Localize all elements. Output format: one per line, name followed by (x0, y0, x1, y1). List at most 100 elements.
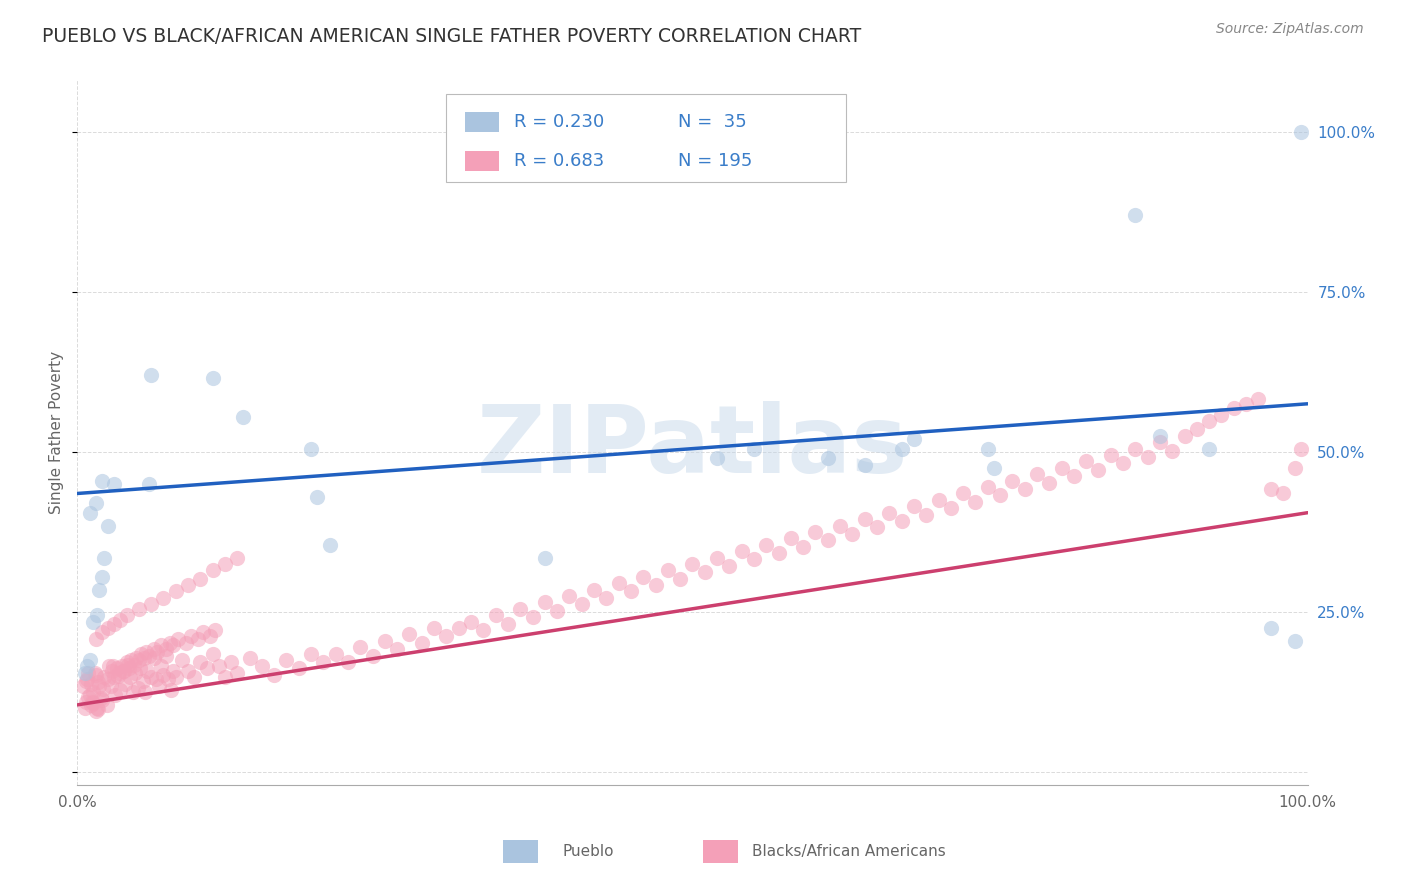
Point (89, 582, 111, 597)
Point (571, 597, 593, 611)
FancyBboxPatch shape (447, 95, 846, 183)
Point (595, 591, 617, 605)
Point (112, 664, 135, 678)
Point (83, 665, 105, 680)
Point (75, 674, 97, 689)
Point (1063, 469, 1085, 483)
Point (742, 552, 765, 566)
Point (1125, 208, 1147, 222)
Point (349, 640, 371, 655)
Point (307, 490, 329, 504)
Point (1076, 454, 1098, 468)
Point (472, 623, 495, 637)
Point (804, 524, 827, 539)
Point (142, 642, 165, 657)
Point (204, 623, 226, 637)
Point (98, 659, 121, 673)
Point (117, 657, 139, 672)
Point (325, 647, 347, 661)
Point (96, 698, 118, 712)
Point (232, 409, 254, 424)
Point (1038, 475, 1060, 490)
Text: PUEBLO VS BLACK/AFRICAN AMERICAN SINGLE FATHER POVERTY CORRELATION CHART: PUEBLO VS BLACK/AFRICAN AMERICAN SINGLE … (42, 27, 862, 45)
Point (928, 492, 950, 507)
Point (299, 442, 322, 456)
Point (77, 665, 100, 680)
Point (1260, 621, 1282, 635)
Point (755, 538, 778, 552)
Text: R = 0.683: R = 0.683 (515, 153, 605, 170)
Point (201, 371, 224, 385)
Point (939, 501, 962, 516)
FancyBboxPatch shape (465, 152, 499, 171)
Point (387, 642, 409, 657)
Point (312, 655, 335, 669)
Point (97, 673, 120, 687)
Point (135, 645, 157, 659)
Point (73, 701, 96, 715)
Point (1211, 408, 1233, 422)
Point (1099, 448, 1122, 462)
Point (141, 597, 163, 611)
Point (138, 648, 160, 663)
Point (103, 670, 125, 684)
Point (263, 667, 285, 681)
Point (87, 675, 110, 690)
Point (485, 608, 508, 623)
Point (219, 655, 242, 669)
Point (226, 550, 249, 565)
Point (142, 651, 165, 665)
Point (155, 648, 177, 663)
Point (90, 693, 114, 707)
Point (361, 648, 384, 663)
Point (152, 591, 174, 605)
Point (110, 683, 132, 698)
Point (111, 659, 132, 673)
Point (977, 480, 1000, 494)
Point (131, 674, 153, 689)
Point (669, 572, 692, 586)
Point (633, 570, 655, 584)
Point (190, 572, 212, 586)
Point (82, 696, 104, 710)
Point (132, 651, 155, 665)
Point (118, 661, 141, 675)
Point (853, 458, 876, 472)
Point (107, 669, 129, 683)
Point (82, 615, 104, 629)
Point (496, 616, 519, 631)
Point (1174, 429, 1197, 443)
Point (1149, 435, 1171, 450)
Point (84, 496, 107, 510)
Point (398, 627, 420, 641)
Point (817, 533, 839, 548)
FancyBboxPatch shape (465, 112, 499, 132)
Point (780, 532, 803, 546)
Point (141, 368, 163, 382)
Point (141, 670, 163, 684)
Point (111, 664, 134, 678)
Point (77, 690, 100, 704)
Point (879, 506, 901, 520)
Point (165, 670, 187, 684)
Point (1014, 482, 1036, 496)
Y-axis label: Single Father Poverty: Single Father Poverty (49, 351, 65, 514)
Point (915, 508, 938, 522)
Point (152, 667, 174, 681)
Point (84, 667, 107, 681)
Text: N =  35: N = 35 (678, 113, 747, 131)
Point (97, 518, 120, 533)
Point (134, 685, 156, 699)
Point (180, 629, 202, 643)
Point (72, 679, 94, 693)
Point (114, 677, 136, 691)
Point (1161, 443, 1184, 458)
Point (201, 563, 224, 577)
Point (165, 584, 187, 599)
Point (607, 576, 630, 591)
Point (1291, 442, 1313, 456)
Point (170, 653, 193, 667)
Point (1026, 467, 1049, 482)
Point (201, 647, 224, 661)
Point (411, 636, 433, 650)
